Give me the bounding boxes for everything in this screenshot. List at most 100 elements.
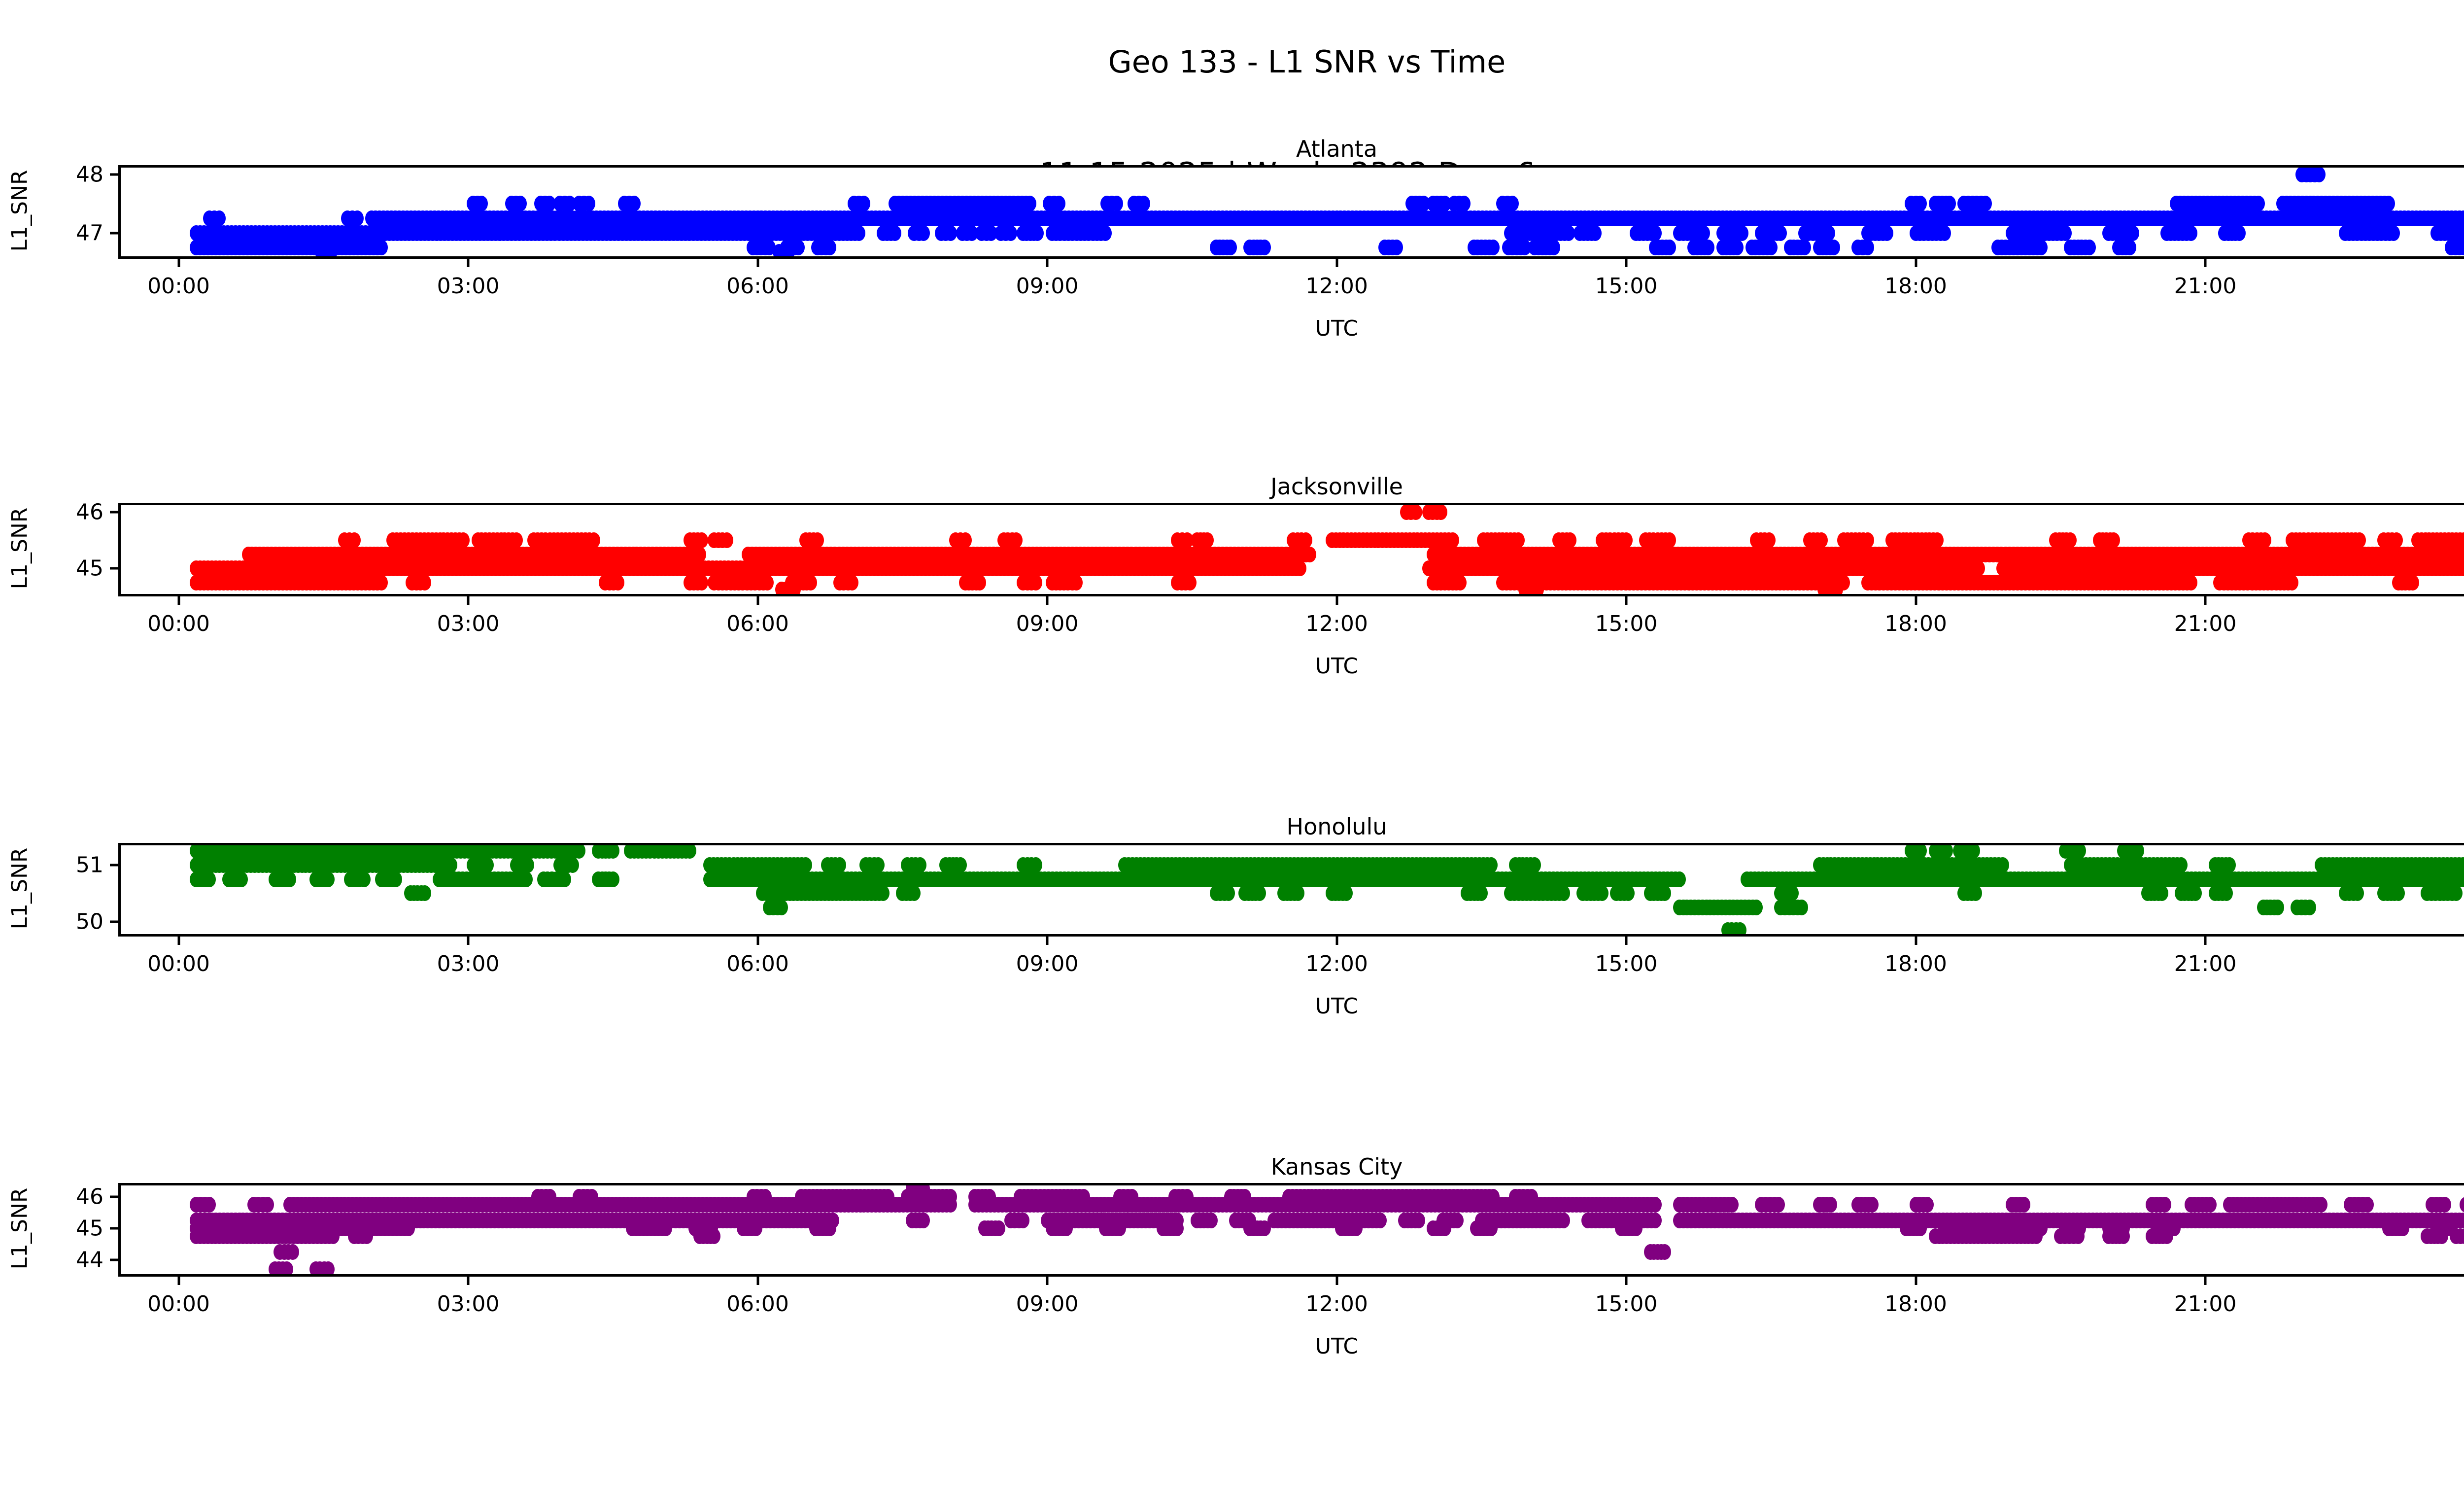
- data-point: [1052, 196, 1065, 212]
- data-point: [833, 857, 846, 873]
- data-point: [1204, 1212, 1218, 1228]
- data-point: [1435, 505, 1447, 520]
- data-point: [2353, 532, 2366, 549]
- data-point: [1292, 885, 1305, 902]
- data-point: [1486, 240, 1500, 256]
- data-point: [481, 857, 494, 873]
- x-axis-label: UTC: [1315, 994, 1359, 1019]
- data-point: [1996, 857, 2009, 873]
- data-point: [375, 240, 388, 256]
- data-point: [1750, 900, 1763, 916]
- data-point: [2059, 225, 2072, 241]
- x-tick-label: 00:00: [147, 611, 210, 636]
- data-point: [872, 857, 885, 873]
- x-axis-label: UTC: [1315, 654, 1359, 679]
- x-tick-label: 06:00: [726, 611, 789, 636]
- data-point: [1557, 885, 1570, 902]
- data-point: [2232, 225, 2246, 241]
- data-point: [1914, 845, 1927, 859]
- data-point: [695, 575, 708, 591]
- x-tick-mark: [1335, 259, 1338, 267]
- x-tick-label: 06:00: [726, 951, 789, 976]
- data-point: [457, 532, 470, 549]
- data-point: [1663, 240, 1677, 256]
- x-tick-mark: [467, 937, 470, 945]
- data-point: [2361, 1196, 2374, 1213]
- y-tick-mark: [110, 232, 118, 235]
- data-point: [1764, 240, 1778, 256]
- data-point: [558, 871, 571, 887]
- data-point: [606, 871, 619, 887]
- data-point: [418, 575, 431, 591]
- data-point: [1557, 1212, 1570, 1228]
- data-point: [2126, 225, 2140, 241]
- x-tick-label: 12:00: [1305, 611, 1368, 636]
- data-point: [475, 196, 488, 212]
- data-point: [2286, 575, 2299, 591]
- data-point: [1224, 240, 1237, 256]
- data-point: [1673, 871, 1686, 887]
- data-point: [944, 225, 958, 241]
- data-point: [1914, 196, 1927, 212]
- data-point: [693, 546, 706, 562]
- x-tick-mark: [1335, 596, 1338, 605]
- x-tick-mark: [1046, 937, 1049, 945]
- x-tick-mark: [467, 259, 470, 267]
- data-point: [1390, 240, 1403, 256]
- data-point: [1029, 857, 1042, 873]
- data-point: [857, 196, 870, 212]
- data-point: [418, 885, 431, 902]
- data-point: [2220, 885, 2233, 902]
- data-point: [1183, 575, 1197, 591]
- data-point: [2123, 240, 2137, 256]
- x-tick-mark: [2204, 259, 2207, 267]
- data-point: [888, 225, 901, 241]
- data-point: [1294, 560, 1307, 577]
- x-tick-mark: [756, 259, 759, 267]
- data-point: [1880, 225, 1893, 241]
- data-point: [1373, 1212, 1387, 1228]
- data-point: [2259, 532, 2272, 549]
- data-point: [2382, 196, 2396, 212]
- data-point: [1861, 240, 1874, 256]
- y-tick-mark: [110, 920, 118, 923]
- x-tick-label: 21:00: [2174, 274, 2237, 299]
- data-point: [2203, 1196, 2217, 1213]
- data-point: [1697, 225, 1710, 241]
- data-point: [1830, 581, 1843, 594]
- data-point: [1511, 532, 1525, 549]
- data-point: [1031, 225, 1044, 241]
- data-point: [513, 196, 527, 212]
- data-point: [2315, 1196, 2327, 1213]
- data-point: [1458, 196, 1471, 212]
- data-point: [1004, 225, 1017, 241]
- data-point: [1734, 922, 1747, 934]
- data-point: [877, 885, 890, 902]
- data-point: [2131, 845, 2144, 859]
- data-point: [2107, 532, 2120, 549]
- data-point: [510, 532, 523, 549]
- data-point: [2175, 857, 2188, 873]
- x-axis-label: UTC: [1315, 1334, 1359, 1359]
- x-tick-label: 03:00: [437, 951, 500, 976]
- plot-area: [118, 843, 2464, 937]
- data-point: [1943, 196, 1956, 212]
- x-tick-label: 03:00: [437, 274, 500, 299]
- x-tick-mark: [1915, 596, 1917, 605]
- data-point: [1023, 196, 1036, 212]
- plot-area: [118, 503, 2464, 596]
- data-point: [566, 857, 579, 873]
- data-point: [347, 532, 361, 549]
- y-tick-mark: [110, 511, 118, 514]
- data-point: [2351, 885, 2364, 902]
- x-tick-label: 15:00: [1595, 611, 1658, 636]
- x-tick-mark: [467, 596, 470, 605]
- data-point: [212, 210, 226, 227]
- data-point: [695, 532, 708, 549]
- data-point: [2155, 885, 2168, 902]
- data-point: [761, 575, 774, 591]
- data-point: [203, 1196, 216, 1213]
- data-point: [261, 1196, 274, 1213]
- data-point: [324, 243, 338, 256]
- data-point: [1409, 505, 1423, 520]
